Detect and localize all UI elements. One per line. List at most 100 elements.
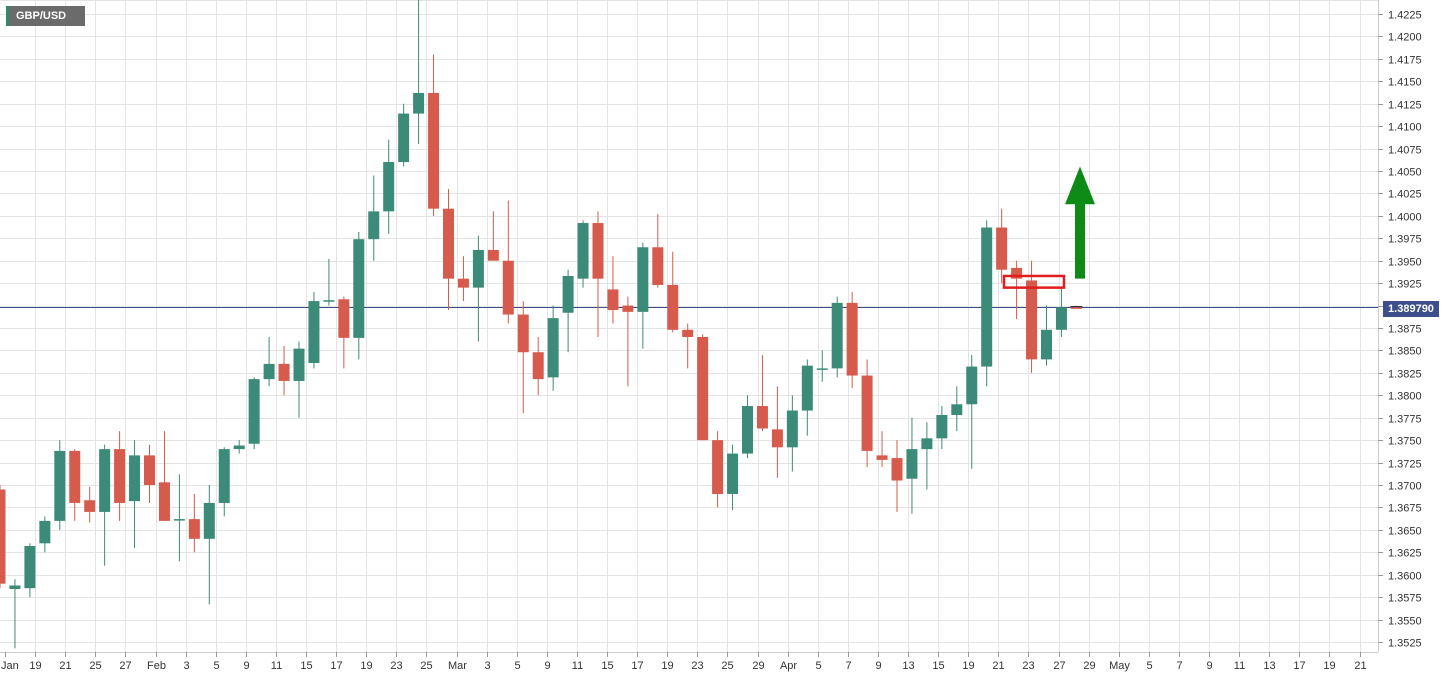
candle-body[interactable]	[1026, 280, 1038, 360]
candle-body[interactable]	[99, 449, 111, 512]
candle-body[interactable]	[876, 455, 888, 460]
candle-body[interactable]	[532, 352, 544, 380]
candle-body[interactable]	[353, 239, 365, 338]
candle-body[interactable]	[756, 406, 768, 429]
candle-body[interactable]	[24, 546, 36, 589]
candle-body[interactable]	[981, 227, 993, 367]
candle-body[interactable]	[801, 365, 813, 411]
candle-body[interactable]	[173, 519, 185, 521]
candle-body[interactable]	[293, 348, 305, 381]
x-tick-label: 7	[845, 660, 851, 672]
candle-body[interactable]	[129, 455, 141, 502]
candle-body[interactable]	[637, 247, 649, 312]
candle-body[interactable]	[263, 363, 275, 380]
candle-body[interactable]	[652, 247, 664, 285]
candle-body[interactable]	[39, 520, 51, 544]
candle-body[interactable]	[592, 223, 604, 279]
candle-body[interactable]	[1011, 267, 1023, 279]
candle-body[interactable]	[413, 92, 425, 114]
candle-body[interactable]	[667, 284, 679, 330]
x-tick-label: 9	[875, 660, 881, 672]
candle-body[interactable]	[398, 113, 410, 163]
candle-body[interactable]	[9, 585, 21, 590]
candle-body[interactable]	[921, 438, 933, 450]
candle-body[interactable]	[786, 410, 798, 448]
y-tick-label: 1.3725	[1388, 459, 1422, 471]
x-tick-label: 17	[631, 660, 643, 672]
candle-body[interactable]	[891, 458, 903, 481]
x-tick-label: 9	[544, 660, 550, 672]
candle-body[interactable]	[697, 336, 709, 441]
candle-body[interactable]	[383, 162, 395, 212]
candle-body[interactable]	[951, 404, 963, 416]
candle-body[interactable]	[487, 249, 499, 261]
candle-body[interactable]	[84, 500, 96, 512]
candle-body[interactable]	[457, 278, 469, 288]
x-tick-label: 9	[1206, 660, 1212, 672]
candle-body[interactable]	[144, 455, 155, 485]
candle-body[interactable]	[1070, 307, 1082, 309]
candle-body[interactable]	[622, 305, 634, 312]
highlight-rectangle	[1002, 274, 1066, 289]
x-tick-label: 23	[390, 660, 402, 672]
candle-body[interactable]	[233, 445, 245, 450]
x-tick-label: 13	[902, 660, 914, 672]
candle-body[interactable]	[323, 300, 335, 302]
candle-body[interactable]	[562, 275, 574, 313]
candle-body[interactable]	[996, 227, 1008, 270]
candle-body[interactable]	[727, 453, 739, 494]
candle-body[interactable]	[816, 368, 828, 370]
candle-body[interactable]	[936, 415, 948, 439]
x-tick-label: 3	[183, 660, 189, 672]
candle-body[interactable]	[831, 302, 843, 369]
candle-body[interactable]	[368, 211, 380, 240]
y-tick-label: 1.3700	[1388, 481, 1422, 493]
candle-body[interactable]	[248, 379, 260, 444]
candle-body[interactable]	[906, 449, 918, 479]
candle-body[interactable]	[966, 366, 978, 405]
y-tick-label: 1.3800	[1388, 391, 1422, 403]
candle-body[interactable]	[742, 406, 753, 454]
y-tick-label: 1.4075	[1388, 145, 1422, 157]
candle-body[interactable]	[517, 314, 529, 353]
candle-body[interactable]	[1055, 307, 1067, 330]
x-tick-label: 23	[1022, 660, 1034, 672]
candle-body[interactable]	[278, 363, 290, 381]
candle-body[interactable]	[69, 450, 81, 503]
candle-body[interactable]	[0, 489, 6, 584]
candle-body[interactable]	[771, 429, 783, 448]
y-tick-label: 1.3750	[1388, 436, 1422, 448]
candle-body[interactable]	[502, 260, 514, 315]
x-tick-label: 19	[360, 660, 372, 672]
candle-body[interactable]	[443, 208, 454, 279]
candle-body[interactable]	[188, 519, 200, 539]
candle-body[interactable]	[607, 289, 619, 311]
candle-body[interactable]	[577, 223, 589, 279]
candle-body[interactable]	[338, 299, 350, 338]
y-tick-label: 1.4200	[1388, 32, 1422, 44]
x-tick-label: 25	[721, 660, 733, 672]
candle-body[interactable]	[861, 375, 873, 451]
y-tick-label: 1.4125	[1388, 100, 1422, 112]
candle-body[interactable]	[846, 302, 858, 376]
candle-body[interactable]	[547, 318, 559, 378]
candle-body[interactable]	[472, 249, 484, 288]
candle-body[interactable]	[428, 92, 440, 209]
candle-body[interactable]	[54, 450, 66, 521]
x-tick-label: 21	[59, 660, 71, 672]
candle-body[interactable]	[308, 301, 320, 363]
candle-body[interactable]	[218, 449, 230, 503]
x-tick-label: 27	[119, 660, 131, 672]
candle-body[interactable]	[114, 449, 126, 503]
x-tick-label: 3	[484, 660, 490, 672]
candle-body[interactable]	[158, 482, 170, 521]
candle-body[interactable]	[1041, 329, 1052, 360]
y-tick-label: 1.3525	[1388, 638, 1422, 650]
x-tick-label: 11	[572, 660, 583, 672]
candle-body[interactable]	[203, 502, 215, 539]
candle-body[interactable]	[712, 440, 724, 494]
x-tick-label: 21	[992, 660, 1004, 672]
candle-body[interactable]	[682, 329, 694, 337]
